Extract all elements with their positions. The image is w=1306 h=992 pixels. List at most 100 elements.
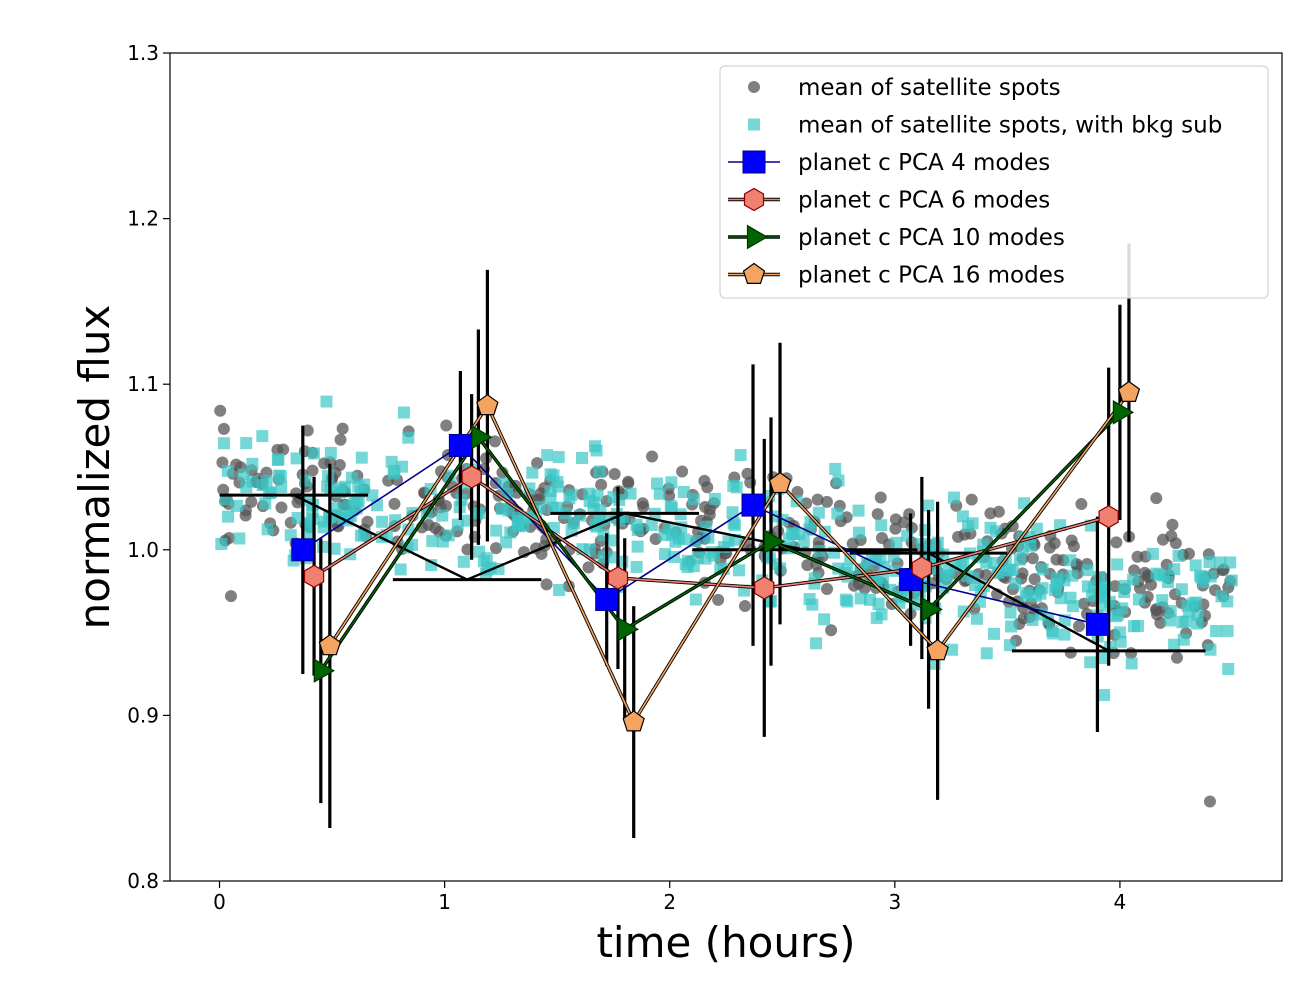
bkg-point: [941, 569, 954, 582]
pca16-marker: [622, 710, 645, 732]
bkg-point: [290, 452, 303, 465]
sat-point: [1026, 552, 1039, 565]
bkg-point: [526, 466, 539, 479]
bkg-point: [480, 552, 493, 565]
bkg-point: [1054, 592, 1067, 605]
bkg-point: [1210, 625, 1223, 638]
bkg-point: [1127, 573, 1140, 586]
bkg-point: [1224, 556, 1237, 569]
bkg-point: [272, 453, 285, 466]
sat-point: [1075, 498, 1088, 511]
bkg-point: [1051, 572, 1064, 585]
bkg-point: [946, 643, 959, 656]
bkg-point: [576, 451, 589, 464]
bkg-point: [547, 469, 560, 482]
bkg-point: [664, 500, 677, 513]
bkg-point: [605, 534, 618, 547]
sat-point: [811, 493, 824, 506]
sat-point: [1166, 518, 1179, 531]
bkg-point: [702, 531, 715, 544]
sat-point: [1203, 795, 1216, 808]
sat-point: [324, 456, 337, 469]
legend-marker-bkg: [748, 118, 760, 131]
bkg-point: [222, 510, 235, 523]
sat-point: [1156, 533, 1169, 546]
bkg-point: [342, 499, 355, 512]
sat-point: [889, 522, 902, 535]
bkg-point: [504, 526, 517, 539]
sat-point: [531, 457, 544, 470]
bkg-point: [665, 476, 678, 489]
sat-point: [224, 590, 237, 603]
sat-point: [1110, 536, 1123, 549]
bkg-point: [320, 395, 333, 408]
bkg-point: [1132, 593, 1145, 606]
bkg-point: [870, 612, 883, 625]
pca10-marker: [921, 597, 943, 622]
sat-point: [801, 559, 814, 572]
bkg-point: [1125, 657, 1138, 670]
bkg-point: [1191, 608, 1204, 621]
bkg-point: [1001, 564, 1014, 577]
sat-point: [874, 491, 887, 504]
series-markers-layer: [291, 380, 1141, 732]
bkg-point: [1114, 635, 1127, 648]
bkg-point: [1164, 614, 1177, 627]
bkg-point: [1009, 577, 1022, 590]
legend-label-pca10: planet c PCA 10 modes: [798, 225, 1065, 251]
bkg-point: [1064, 554, 1077, 567]
bkg-point: [677, 485, 690, 498]
bkg-point: [1179, 615, 1192, 628]
bkg-point: [583, 487, 596, 500]
bkg-point: [497, 477, 510, 490]
bkg-point: [366, 489, 379, 502]
legend: mean of satellite spots mean of satellite…: [719, 65, 1269, 299]
sat-point: [846, 537, 859, 550]
bkg-point: [853, 526, 866, 539]
x-tick-label: 3: [888, 890, 901, 914]
pca6-line: [313, 475, 1109, 589]
bkg-point: [990, 525, 1003, 538]
bkg-point: [307, 447, 320, 460]
bkg-point: [1046, 624, 1059, 637]
bkg-point: [957, 605, 970, 618]
bkg-point: [832, 474, 845, 487]
sat-point: [217, 422, 230, 435]
bkg-point: [552, 451, 565, 464]
bkg-point: [662, 522, 675, 535]
bkg-point: [863, 593, 876, 606]
sat-point: [636, 497, 649, 510]
bkg-point: [1222, 662, 1235, 675]
pca4-marker: [291, 538, 315, 562]
pca16-marker: [1117, 380, 1141, 402]
sat-point: [1065, 534, 1078, 547]
bkg-point: [563, 492, 576, 505]
bkg-point: [246, 457, 259, 470]
bkg-point: [1221, 624, 1234, 637]
y-tick-label: 1.3: [127, 41, 159, 65]
bkg-point: [1097, 652, 1110, 665]
bkg-point: [1203, 556, 1216, 569]
bkg-point: [1214, 556, 1227, 569]
plot-frame: [169, 52, 1283, 882]
bkg-point: [733, 564, 746, 577]
bkg-point: [1225, 574, 1238, 587]
bkg-point: [385, 455, 398, 468]
pca10-line: [320, 411, 1121, 672]
sat-point: [277, 443, 290, 456]
bkg-point: [1175, 583, 1188, 596]
pca6-marker: [607, 566, 629, 590]
sat-point: [275, 501, 288, 514]
bkg-point: [291, 512, 304, 525]
sat-point: [488, 435, 501, 448]
pca16-marker: [476, 393, 499, 416]
bkg-point: [1066, 569, 1079, 582]
legend-box: [719, 65, 1269, 299]
sat-point: [1144, 578, 1157, 591]
pca4-marker: [595, 587, 619, 611]
sat-point: [422, 519, 435, 532]
bkg-point: [1084, 656, 1097, 669]
x-tick-label: 2: [663, 890, 676, 914]
sat-point: [1128, 564, 1141, 577]
bkg-point: [1168, 638, 1181, 651]
